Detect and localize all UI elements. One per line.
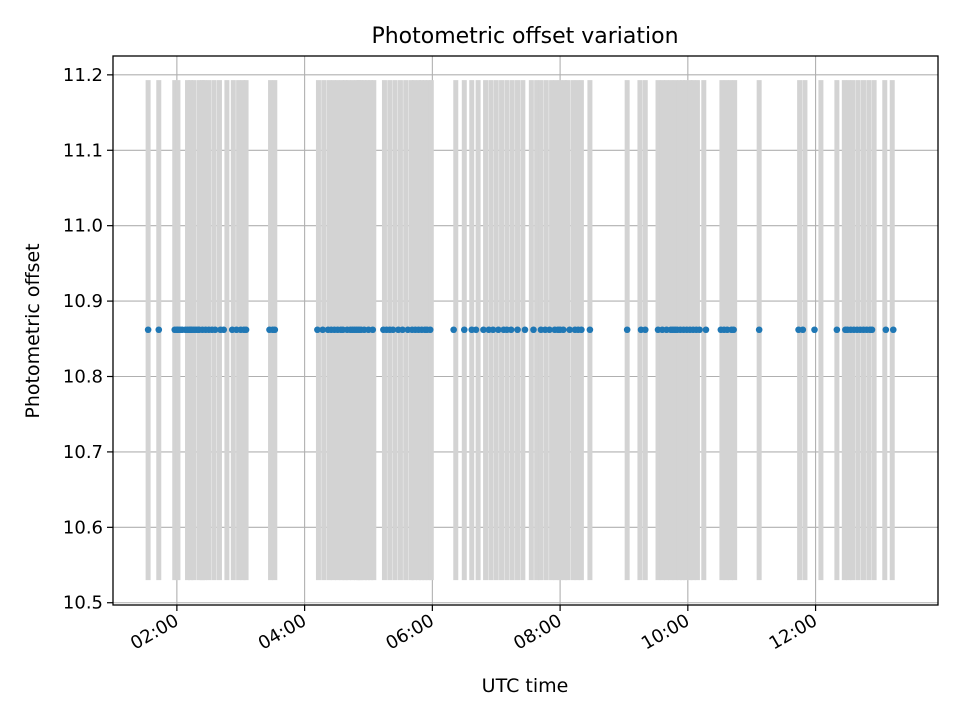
chart-title: Photometric offset variation [371, 24, 678, 49]
data-point [489, 326, 497, 334]
data-point [242, 326, 250, 334]
data-point [559, 326, 567, 334]
y-tick-label: 11.2 [63, 65, 103, 86]
data-point [450, 326, 457, 334]
data-point [521, 326, 529, 334]
data-point [460, 326, 468, 334]
data-point [811, 326, 818, 334]
data-point [833, 326, 841, 334]
data-point [696, 326, 703, 334]
y-tick-label: 10.8 [63, 367, 103, 388]
data-point [144, 326, 152, 334]
data-point [546, 326, 553, 334]
data-point [319, 326, 327, 334]
data-point [889, 326, 897, 334]
data-point [566, 326, 573, 334]
data-point [578, 326, 585, 334]
y-axis-ticks: 10.5 10.6 10.7 10.8 10.9 11.0 11.1 11.2 [63, 65, 113, 614]
data-point [755, 326, 763, 334]
data-point [702, 326, 710, 334]
y-tick-label: 11.0 [63, 216, 103, 237]
y-tick-label: 10.9 [63, 291, 103, 312]
data-point [314, 326, 321, 334]
y-axis-label: Photometric offset [22, 243, 44, 418]
data-point [868, 326, 876, 334]
x-axis-label: UTC time [482, 675, 569, 697]
data-point [389, 326, 397, 334]
data-point [641, 326, 649, 334]
data-point [155, 326, 163, 334]
data-point [271, 326, 279, 334]
data-point [399, 326, 406, 334]
data-point [211, 326, 219, 334]
plot-area-frame [112, 55, 939, 606]
y-tick-label: 10.6 [63, 517, 103, 538]
data-point [623, 326, 631, 334]
data-point [586, 326, 594, 334]
data-point [369, 326, 377, 334]
data-point [514, 326, 521, 334]
data-point [507, 326, 515, 334]
data-point [799, 326, 807, 334]
data-point [472, 326, 480, 334]
data-point [495, 326, 502, 334]
data-point [730, 326, 737, 334]
data-point [220, 326, 228, 334]
data-points [144, 326, 897, 334]
data-point [882, 326, 890, 334]
data-point [480, 326, 487, 334]
y-tick-label: 10.7 [63, 442, 103, 463]
y-tick-label: 11.1 [63, 140, 103, 161]
data-point [530, 326, 537, 334]
data-point [426, 326, 434, 334]
y-tick-label: 10.5 [63, 593, 103, 614]
